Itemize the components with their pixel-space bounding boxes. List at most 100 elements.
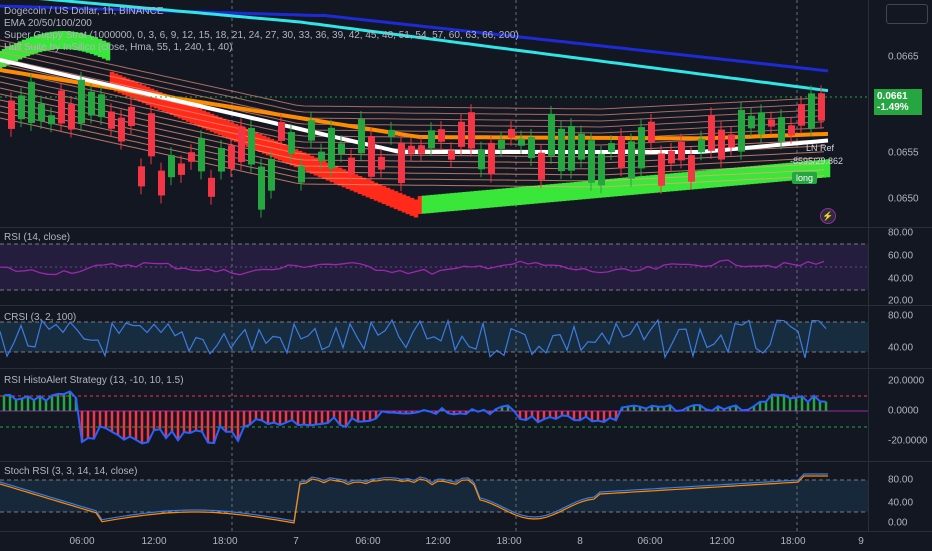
guppy-line (0, 63, 825, 134)
candle-body (248, 127, 255, 165)
pane-separator[interactable] (0, 461, 932, 462)
candle-body (538, 152, 545, 180)
candle-body (498, 139, 505, 149)
candle-body (348, 157, 355, 175)
guppy-line (0, 105, 825, 176)
candle-body (618, 136, 625, 169)
stoch-legend[interactable]: Stoch RSI (3, 3, 14, 14, close) (4, 466, 138, 477)
crsi-legend[interactable]: CRSI (3, 2, 100) (4, 312, 77, 323)
candle-body (508, 128, 515, 138)
histo-pane[interactable]: RSI HistoAlert Strategy (13, -10, 10, 1.… (0, 369, 932, 461)
price-pane[interactable]: Dogecoin / US Dollar, 1h, BINANCE EMA 20… (0, 0, 932, 227)
candle-body (368, 136, 375, 177)
current-price-tag: 0.0661 -1.49% (874, 89, 922, 115)
candle-body (338, 143, 345, 155)
candle-body (408, 145, 415, 154)
candle-body (88, 91, 95, 116)
histo-tick: 0.0000 (888, 405, 919, 417)
time-tick: 8 (577, 536, 583, 547)
candle-body (28, 81, 35, 123)
candle-body (818, 93, 825, 121)
candle-body (358, 119, 365, 154)
candle-body (158, 170, 165, 196)
guppy-line (0, 39, 825, 110)
price-legend: Dogecoin / US Dollar, 1h, BINANCE EMA 20… (4, 6, 519, 54)
candle-body (228, 145, 235, 169)
candle-body (188, 152, 195, 162)
guppy-line (0, 99, 825, 170)
crsi-pane[interactable]: CRSI (3, 2, 100) (0, 306, 932, 368)
candle-body (578, 133, 585, 160)
candle-body (668, 150, 675, 164)
guppy-line (0, 111, 825, 182)
time-tick: 18:00 (212, 536, 238, 547)
histo-legend[interactable]: RSI HistoAlert Strategy (13, -10, 10, 1.… (4, 375, 184, 386)
candle-body (518, 138, 525, 146)
ema-indicator-label[interactable]: EMA 20/50/100/200 (4, 18, 92, 29)
candle-body (58, 90, 65, 124)
candle-body (778, 117, 785, 142)
candle-body (528, 137, 535, 159)
candle-body (438, 129, 445, 142)
candle-body (788, 125, 795, 136)
candle-body (678, 141, 685, 161)
pane-separator[interactable] (0, 305, 932, 306)
stoch-k-line (0, 473, 828, 522)
rsi-tick: 60.00 (888, 250, 914, 262)
signal-order-label: -8595/29.862 (790, 156, 844, 166)
rsi-legend[interactable]: RSI (14, close) (4, 232, 71, 243)
candle-body (168, 155, 175, 178)
stoch-band (0, 480, 868, 512)
candle-body (78, 79, 85, 124)
candle-body (428, 130, 435, 149)
guppy-indicator-label[interactable]: Super Guppy Strat (1000000, 0, 3, 6, 9, … (4, 30, 519, 41)
candle-body (658, 153, 665, 186)
rsi-chart[interactable] (0, 228, 868, 305)
ema-100-line (38, 0, 829, 93)
pane-separator[interactable] (0, 227, 932, 228)
guppy-line (0, 45, 825, 116)
candle-body (798, 104, 805, 126)
price-scale[interactable] (868, 0, 932, 531)
candle-body (708, 115, 715, 151)
time-tick: 9 (858, 536, 864, 547)
candle-body (448, 150, 455, 160)
histo-tick: -20.0000 (888, 435, 928, 447)
hull-indicator-label[interactable]: Hull Suite by InSilico (close, Hma, 55, … (4, 42, 233, 53)
crsi-chart[interactable] (0, 306, 868, 368)
time-tick: 06:00 (637, 536, 663, 547)
histo-chart[interactable] (0, 369, 868, 461)
price-tick: 0.0655 (888, 147, 919, 159)
symbol-title[interactable]: Dogecoin / US Dollar, 1h, BINANCE (4, 6, 164, 17)
candle-body (308, 120, 315, 141)
time-tick: 06:00 (355, 536, 381, 547)
stoch-chart[interactable] (0, 462, 868, 531)
candle-body (418, 145, 425, 154)
crsi-tick: 40.00 (888, 342, 914, 354)
time-tick: 18:00 (780, 536, 806, 547)
candle-body (258, 166, 265, 210)
scale-settings-button[interactable] (886, 4, 928, 24)
time-scale[interactable]: 06:00 12:00 18:00 7 06:00 12:00 18:00 8 06:00 12:… (0, 531, 932, 551)
candle-body (268, 159, 275, 191)
histo-line (3, 390, 827, 445)
rsi-pane[interactable]: RSI (14, close) (0, 228, 932, 305)
stoch-pane[interactable]: Stoch RSI (3, 3, 14, 14, close) (0, 462, 932, 531)
time-tick: 12:00 (709, 536, 735, 547)
candle-body (178, 163, 185, 175)
candle-body (48, 115, 55, 125)
price-chart[interactable] (0, 0, 868, 227)
candle-body (638, 127, 645, 169)
rsi-tick: 20.00 (888, 295, 914, 307)
alert-bolt-icon[interactable]: ⚡ (820, 208, 836, 224)
pane-separator[interactable] (0, 368, 932, 369)
candle-body (68, 104, 75, 130)
candle-body (488, 142, 495, 175)
candle-body (608, 143, 615, 153)
stoch-tick: 0.00 (888, 517, 908, 529)
current-price-value: 0.0661 (877, 91, 908, 102)
candle-body (278, 121, 285, 141)
ema-200-line (0, 4, 829, 73)
rsi-tick: 80.00 (888, 227, 914, 239)
time-tick: 7 (293, 536, 299, 547)
